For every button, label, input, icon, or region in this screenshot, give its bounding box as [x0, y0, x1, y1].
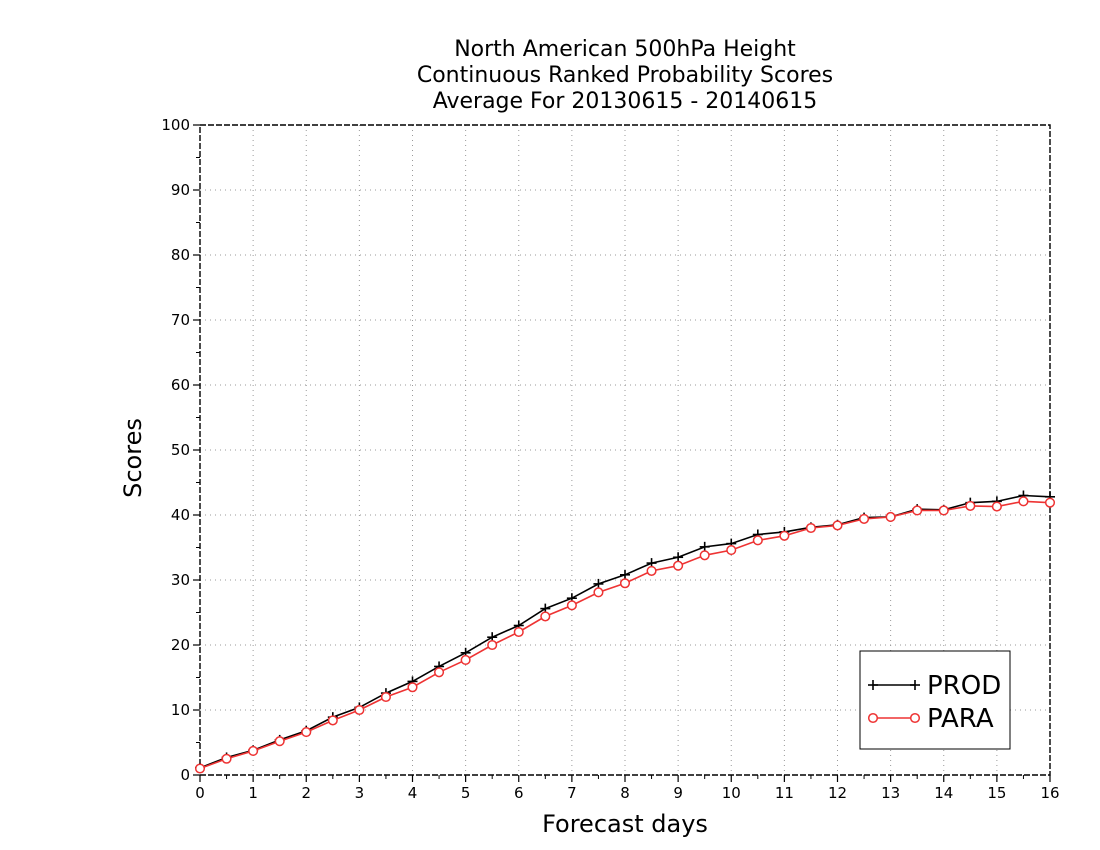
data-point-para	[938, 505, 949, 516]
legend-entry-prod: PROD	[868, 671, 1001, 701]
x-axis-label: Forecast days	[542, 810, 708, 838]
chart-title-line-2: Continuous Ranked Probability Scores	[416, 63, 834, 88]
data-point-para	[991, 501, 1002, 512]
data-point-para	[832, 520, 843, 531]
data-point-para	[354, 704, 365, 716]
data-point-para	[274, 736, 285, 747]
x-tick-label: 7	[567, 784, 577, 802]
y-tick-label: 20	[171, 636, 190, 654]
data-point-para	[619, 578, 631, 589]
data-point-para	[805, 522, 816, 534]
legend-marker-start	[867, 712, 879, 724]
data-point-para	[487, 639, 498, 651]
x-tick-label: 16	[1040, 784, 1059, 802]
data-point-prod	[593, 578, 604, 589]
x-tick-label: 2	[301, 784, 311, 802]
data-point-para	[699, 550, 710, 561]
legend-entry-para: PARA	[867, 704, 994, 734]
data-point-para	[327, 715, 338, 726]
axis-ticks: 0 1 2 3 4 5 6 7 8 9 10 11 12 13 14 15 160102030405060708…	[161, 116, 1059, 802]
data-point-prod	[620, 569, 630, 580]
y-tick-label: 70	[171, 311, 190, 329]
data-point-para	[859, 513, 870, 524]
data-point-para	[407, 682, 418, 693]
x-tick-label: 4	[408, 784, 418, 802]
data-point-para	[248, 745, 259, 757]
legend-box	[859, 650, 1011, 750]
y-tick-label: 0	[180, 766, 190, 784]
y-tick-label: 100	[161, 116, 190, 134]
chart-title-line-3: Average For 20130615 - 20140615	[432, 89, 818, 114]
x-tick-label: 6	[514, 784, 524, 802]
data-point-para	[194, 763, 206, 774]
data-point-para	[726, 545, 737, 556]
data-point-para	[1044, 497, 1056, 508]
series	[194, 490, 1056, 774]
y-axis-label: Scores	[119, 418, 147, 498]
y-tick-label: 30	[171, 571, 190, 589]
data-point-para	[301, 727, 312, 738]
data-point-para	[965, 500, 976, 511]
data-point-para	[434, 667, 445, 678]
data-point-para	[513, 626, 524, 638]
x-tick-label: 3	[355, 784, 365, 802]
x-tick-label: 1	[248, 784, 258, 802]
y-tick-label: 40	[171, 506, 190, 524]
x-tick-label: 5	[461, 784, 471, 802]
data-point-prod	[699, 541, 710, 552]
data-point-para	[646, 565, 657, 576]
legend-marker-start	[868, 680, 878, 690]
x-tick-label: 9	[673, 784, 683, 802]
x-tick-label: 13	[881, 784, 900, 802]
data-point-para	[1018, 496, 1029, 507]
data-point-para	[566, 600, 577, 611]
x-tick-label: 14	[934, 784, 953, 802]
data-point-para	[593, 587, 604, 598]
data-point-para	[380, 691, 391, 703]
x-tick-label: 15	[987, 784, 1006, 802]
legend-label: PARA	[927, 704, 994, 734]
y-tick-label: 90	[171, 181, 190, 199]
data-point-para	[885, 511, 896, 523]
y-tick-label: 80	[171, 246, 190, 264]
chart-title-line-1: North American 500hPa Height	[454, 37, 796, 62]
y-tick-label: 60	[171, 376, 190, 394]
data-point-para	[460, 654, 471, 666]
legend-marker-end	[910, 680, 920, 690]
data-point-prod	[673, 552, 684, 563]
data-point-para	[752, 535, 763, 546]
x-tick-label: 10	[722, 784, 741, 802]
legend-label: PROD	[927, 671, 1001, 701]
x-tick-label: 12	[828, 784, 847, 802]
y-tick-label: 10	[171, 701, 190, 719]
x-tick-label: 8	[620, 784, 630, 802]
data-point-para	[912, 505, 923, 516]
x-tick-label: 11	[775, 784, 794, 802]
x-tick-label: 0	[195, 784, 205, 802]
legend-marker-end	[909, 712, 921, 724]
data-point-para	[673, 560, 684, 571]
y-tick-label: 50	[171, 441, 190, 459]
series-para	[194, 496, 1056, 774]
data-point-para	[779, 530, 790, 541]
data-point-para	[221, 753, 232, 764]
data-point-para	[540, 611, 551, 622]
